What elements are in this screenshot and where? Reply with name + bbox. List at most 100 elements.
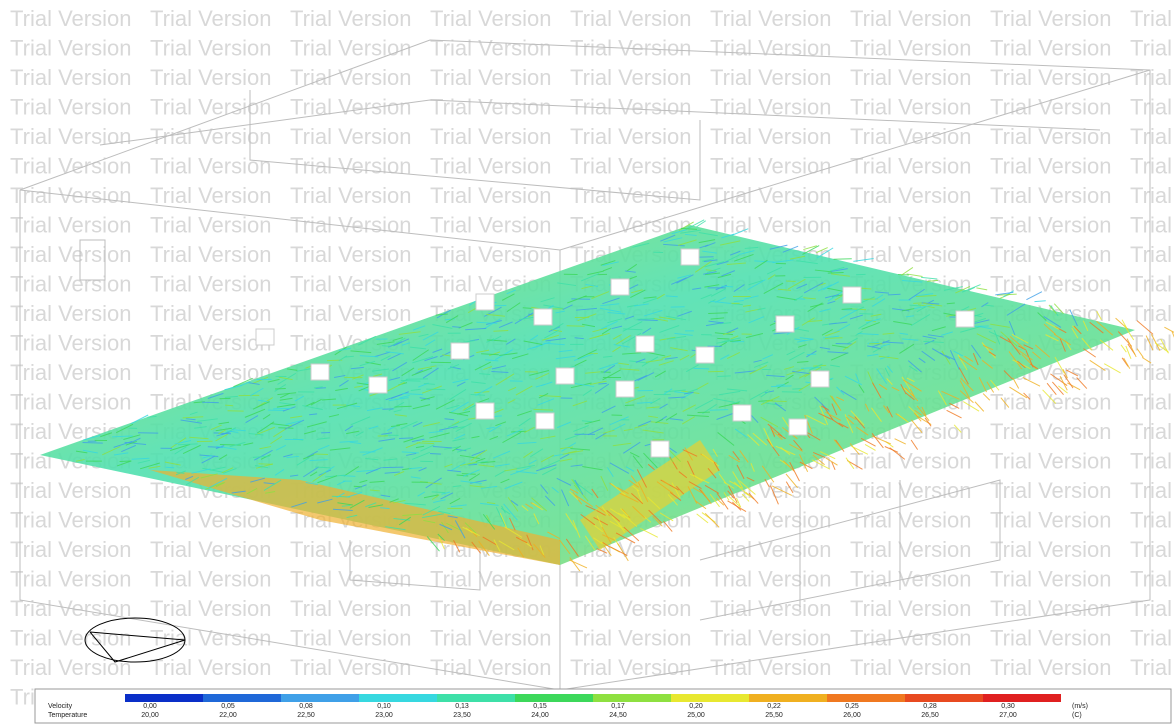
watermark-text: Trial Version — [990, 213, 1111, 238]
legend-color-swatch — [125, 694, 203, 702]
legend-value: 0,28 — [923, 703, 937, 710]
watermark-text: Trial Version — [710, 65, 831, 90]
legend-value: 23,00 — [375, 712, 393, 719]
watermark-text: Trial Version — [10, 6, 131, 31]
legend-unit: (m/s) — [1072, 703, 1088, 710]
vector-arrow — [166, 467, 175, 468]
diffuser-box — [556, 368, 574, 384]
diffuser-box — [536, 413, 554, 429]
legend-value: 24,00 — [531, 712, 549, 719]
legend-value: 27,00 — [999, 712, 1017, 719]
watermark-text: Trial Version — [430, 655, 551, 680]
watermark-text: Trial Version — [150, 95, 271, 120]
vector-arrow — [834, 259, 852, 260]
watermark-text: Trial Version — [850, 65, 971, 90]
watermark-text: Trial Version — [850, 537, 971, 562]
watermark-text: Trial Version — [430, 6, 551, 31]
vector-arrow — [710, 410, 728, 411]
watermark-text: Trial Version — [10, 537, 131, 562]
legend-color-swatch — [359, 694, 437, 702]
watermark-text: Trial Version — [150, 508, 271, 533]
legend-value: 0,22 — [767, 703, 781, 710]
watermark-text: Trial Version — [10, 301, 131, 326]
watermark-text: Trial Version — [150, 154, 271, 179]
legend-color-swatch — [437, 694, 515, 702]
watermark-text: Trial Version — [850, 124, 971, 149]
watermark-text: Trial Version — [1130, 183, 1174, 208]
watermark-text: Trial Version — [10, 242, 131, 267]
legend-value: 0,20 — [689, 703, 703, 710]
watermark-text: Trial Version — [990, 626, 1111, 651]
watermark-text: Trial Version — [850, 213, 971, 238]
watermark-text: Trial Version — [150, 626, 271, 651]
watermark-text: Trial Version — [10, 154, 131, 179]
legend-color-swatch — [905, 694, 983, 702]
watermark-text: Trial Version — [990, 508, 1111, 533]
watermark-text: Trial Version — [1130, 508, 1174, 533]
legend-color-swatch — [593, 694, 671, 702]
watermark-text: Trial Version — [10, 360, 131, 385]
watermark-text: Trial Version — [570, 596, 691, 621]
diffuser-box — [311, 364, 329, 380]
watermark-text: Trial Version — [10, 213, 131, 238]
vector-arrow — [83, 443, 103, 444]
legend-value: 24,50 — [609, 712, 627, 719]
watermark-text: Trial Version — [710, 213, 831, 238]
vector-arrow — [842, 309, 853, 310]
watermark-text: Trial Version — [290, 124, 411, 149]
watermark-text: Trial Version — [10, 508, 131, 533]
legend-value: 0,25 — [845, 703, 859, 710]
watermark-text: Trial Version — [1130, 95, 1174, 120]
legend-color-swatch — [281, 694, 359, 702]
watermark-text: Trial Version — [290, 655, 411, 680]
watermark-text: Trial Version — [10, 65, 131, 90]
watermark-text: Trial Version — [1130, 655, 1174, 680]
vector-arrow — [426, 389, 445, 390]
watermark-text: Trial Version — [570, 655, 691, 680]
watermark-text: Trial Version — [10, 36, 131, 61]
watermark-text: Trial Version — [990, 6, 1111, 31]
legend-color-swatch — [671, 694, 749, 702]
watermark-text: Trial Version — [290, 154, 411, 179]
watermark-text: Trial Version — [290, 95, 411, 120]
diffuser-box — [733, 405, 751, 421]
watermark-text: Trial Version — [1130, 242, 1174, 267]
watermark-text: Trial Version — [150, 331, 271, 356]
watermark-text: Trial Version — [1130, 213, 1174, 238]
vector-arrow — [976, 288, 987, 290]
vector-arrow — [888, 294, 901, 295]
vector-arrow — [694, 368, 709, 369]
watermark-text: Trial Version — [710, 36, 831, 61]
legend-row-label: Temperature — [48, 712, 87, 719]
legend-value: 0,00 — [143, 703, 157, 710]
watermark-text: Trial Version — [710, 626, 831, 651]
watermark-text: Trial Version — [10, 567, 131, 592]
watermark-text: Trial Version — [1130, 360, 1174, 385]
watermark-text: Trial Version — [10, 655, 131, 680]
watermark-text: Trial Version — [290, 6, 411, 31]
watermark-text: Trial Version — [290, 537, 411, 562]
watermark-text: Trial Version — [290, 183, 411, 208]
watermark-text: Trial Version — [570, 154, 691, 179]
vector-arrow — [354, 486, 362, 487]
legend-color-swatch — [983, 694, 1061, 702]
diffuser-box — [651, 441, 669, 457]
watermark-text: Trial Version — [150, 272, 271, 297]
watermark-text: Trial Version — [570, 567, 691, 592]
watermark-text: Trial Version — [10, 478, 131, 503]
watermark-text: Trial Version — [10, 272, 131, 297]
watermark-text: Trial Version — [150, 537, 271, 562]
watermark-text: Trial Version — [990, 655, 1111, 680]
watermark-text: Trial Version — [990, 154, 1111, 179]
simulation-view: Trial Version Trial Version Trial Version T… — [0, 0, 1174, 725]
watermark-text: Trial Version — [1130, 449, 1174, 474]
legend-value: 0,05 — [221, 703, 235, 710]
watermark-text: Trial Version — [990, 478, 1111, 503]
watermark-text: Trial Version — [430, 36, 551, 61]
diffuser-box — [369, 377, 387, 393]
watermark-text: Trial Version — [1130, 36, 1174, 61]
legend-value: 0,30 — [1001, 703, 1015, 710]
watermark-text: Trial Version — [850, 36, 971, 61]
watermark-text: Trial Version — [990, 449, 1111, 474]
watermark-text: Trial Version — [10, 124, 131, 149]
